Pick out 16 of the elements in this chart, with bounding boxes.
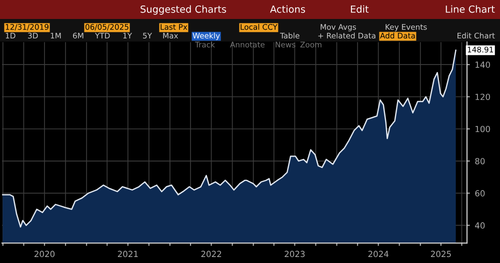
y-tick-label: 120 xyxy=(476,94,490,100)
x-tick-label: 2023 xyxy=(284,250,305,258)
x-tick-label: 2022 xyxy=(201,250,222,258)
text: Edit xyxy=(350,5,369,13)
x-tick-label: 2025 xyxy=(430,250,451,258)
y-tick-label: 140 xyxy=(476,62,490,68)
text: Actions xyxy=(270,5,306,13)
y-tick-label: 60 xyxy=(475,190,485,196)
y-tick-label: 40 xyxy=(475,222,485,229)
y-tick-label: 80 xyxy=(475,158,485,164)
text: Suggested Charts xyxy=(140,5,226,15)
x-tick-label: 2020 xyxy=(34,250,55,258)
text: Line Chart xyxy=(446,5,495,13)
y-tick-label: 100 xyxy=(476,126,490,132)
x-tick-label: 2021 xyxy=(118,250,138,258)
x-tick-label: 2024 xyxy=(368,250,388,258)
